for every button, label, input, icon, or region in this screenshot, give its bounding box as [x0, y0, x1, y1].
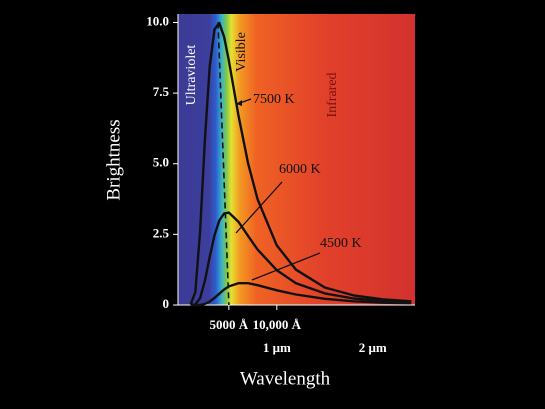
annotation-arrows [235, 98, 321, 281]
region-label: Ultraviolet [184, 45, 199, 106]
x-tick-label: 5000 Å [210, 317, 249, 332]
region-label: Visible [234, 32, 249, 72]
curve [189, 21, 412, 306]
x-tick-label-secondary: 2 μm [359, 340, 387, 355]
curve-label: 4500 K [320, 236, 362, 251]
peak-line [217, 22, 230, 306]
y-tick-label: 2.5 [153, 225, 170, 240]
curve [190, 282, 412, 307]
y-tick-label: 7.5 [153, 84, 170, 99]
plot-background [178, 14, 415, 305]
curve [190, 211, 412, 307]
y-tick-label: 10.0 [146, 13, 169, 28]
y-axis-title: Brightness [103, 119, 124, 200]
curve-label: 6000 K [279, 162, 321, 177]
region-label: Infrared [325, 72, 340, 117]
y-tick-label: 5.0 [153, 155, 169, 170]
x-axis-title: Wavelength [240, 368, 331, 389]
y-tick-label: 0 [163, 296, 170, 311]
curve-label: 7500 K [253, 92, 295, 107]
x-tick-label-secondary: 1 μm [263, 340, 291, 355]
x-tick-label: 10,000 Å [253, 317, 302, 332]
